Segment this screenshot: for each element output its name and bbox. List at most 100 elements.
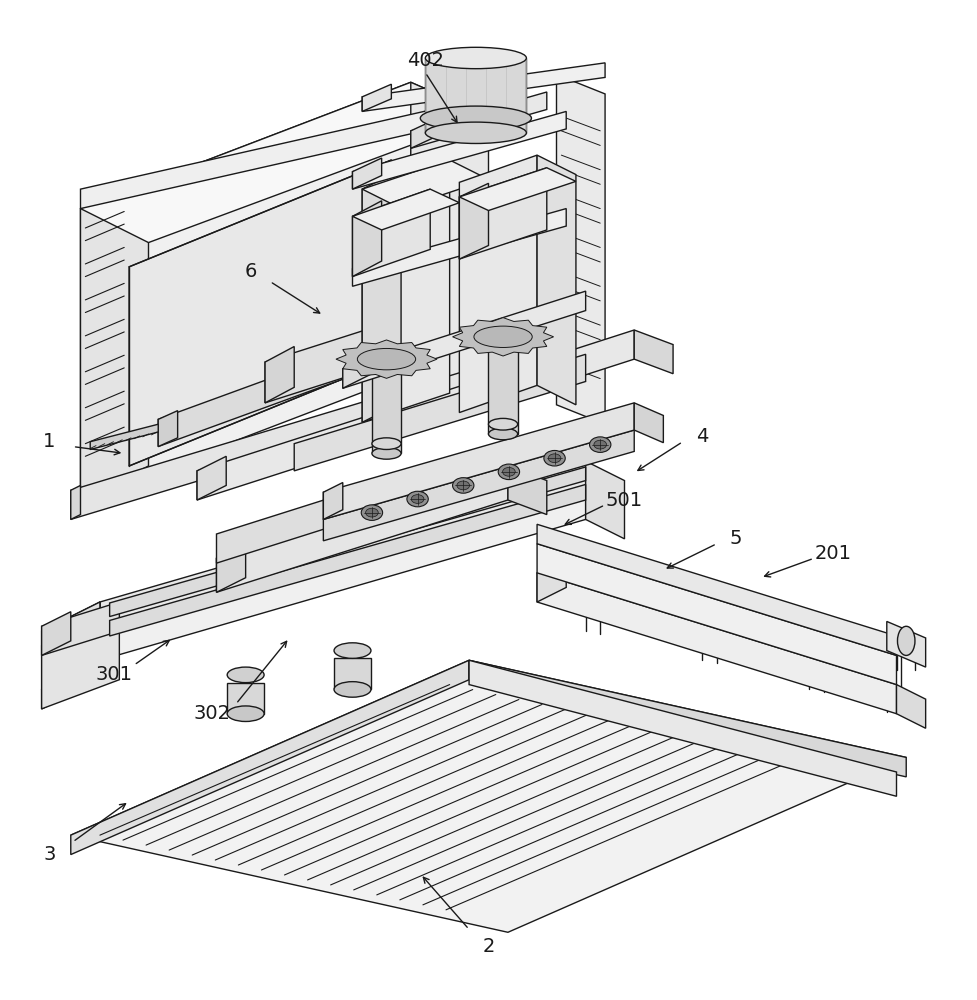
- Polygon shape: [362, 160, 488, 209]
- Polygon shape: [508, 466, 547, 515]
- Polygon shape: [585, 461, 624, 539]
- Polygon shape: [362, 63, 605, 111]
- Ellipse shape: [594, 440, 607, 449]
- Ellipse shape: [488, 418, 518, 430]
- Polygon shape: [452, 318, 554, 356]
- Polygon shape: [336, 340, 437, 378]
- Ellipse shape: [425, 122, 527, 143]
- Text: 3: 3: [43, 845, 56, 864]
- Polygon shape: [109, 467, 585, 617]
- Polygon shape: [323, 483, 343, 519]
- Ellipse shape: [544, 450, 566, 466]
- Ellipse shape: [589, 437, 611, 452]
- Polygon shape: [410, 92, 547, 148]
- Text: 6: 6: [244, 262, 257, 281]
- Polygon shape: [228, 683, 264, 714]
- Polygon shape: [100, 490, 585, 660]
- Polygon shape: [353, 111, 567, 189]
- Polygon shape: [343, 354, 372, 388]
- Polygon shape: [217, 466, 508, 592]
- Ellipse shape: [498, 464, 520, 480]
- Polygon shape: [42, 660, 100, 709]
- Polygon shape: [537, 544, 897, 685]
- Polygon shape: [42, 602, 119, 655]
- Polygon shape: [80, 82, 410, 500]
- Polygon shape: [197, 456, 227, 500]
- Ellipse shape: [425, 47, 527, 69]
- Polygon shape: [353, 158, 382, 189]
- Polygon shape: [158, 327, 410, 447]
- Polygon shape: [80, 82, 488, 243]
- Polygon shape: [634, 403, 663, 443]
- Ellipse shape: [361, 505, 383, 520]
- Polygon shape: [217, 442, 508, 563]
- Text: 4: 4: [696, 427, 708, 446]
- Polygon shape: [323, 403, 634, 519]
- Polygon shape: [265, 347, 294, 403]
- Polygon shape: [217, 544, 245, 592]
- Polygon shape: [80, 175, 149, 500]
- Polygon shape: [197, 330, 634, 500]
- Polygon shape: [109, 484, 585, 636]
- Text: 301: 301: [96, 665, 133, 684]
- Ellipse shape: [474, 326, 532, 347]
- Polygon shape: [537, 155, 575, 405]
- Ellipse shape: [420, 106, 531, 130]
- Ellipse shape: [365, 508, 378, 517]
- Ellipse shape: [548, 454, 561, 463]
- Polygon shape: [459, 155, 537, 413]
- Polygon shape: [372, 372, 402, 453]
- Polygon shape: [323, 430, 634, 541]
- Polygon shape: [469, 660, 907, 777]
- Text: 5: 5: [730, 529, 743, 548]
- Polygon shape: [459, 168, 547, 259]
- Text: 2: 2: [483, 937, 494, 956]
- Ellipse shape: [372, 438, 402, 449]
- Polygon shape: [537, 558, 567, 602]
- Ellipse shape: [411, 495, 424, 503]
- Polygon shape: [410, 117, 440, 148]
- Polygon shape: [897, 685, 925, 728]
- Polygon shape: [410, 315, 440, 370]
- Polygon shape: [90, 424, 158, 449]
- Polygon shape: [343, 291, 585, 388]
- Polygon shape: [70, 660, 469, 855]
- Ellipse shape: [457, 481, 470, 490]
- Text: 1: 1: [43, 432, 56, 451]
- Ellipse shape: [334, 643, 371, 658]
- Polygon shape: [459, 183, 488, 259]
- Polygon shape: [362, 170, 402, 422]
- Polygon shape: [557, 75, 605, 424]
- Ellipse shape: [488, 428, 518, 440]
- Polygon shape: [42, 602, 100, 689]
- Polygon shape: [425, 58, 527, 133]
- Polygon shape: [353, 189, 430, 277]
- Polygon shape: [158, 411, 178, 447]
- Polygon shape: [887, 621, 925, 667]
- Text: 402: 402: [406, 51, 444, 70]
- Polygon shape: [459, 168, 575, 211]
- Text: 302: 302: [193, 704, 231, 723]
- Polygon shape: [42, 660, 100, 709]
- Polygon shape: [42, 617, 119, 709]
- Polygon shape: [334, 658, 371, 689]
- Text: 201: 201: [815, 544, 852, 563]
- Polygon shape: [80, 97, 488, 209]
- Polygon shape: [353, 189, 459, 230]
- Ellipse shape: [358, 348, 415, 370]
- Polygon shape: [537, 524, 897, 655]
- Polygon shape: [129, 160, 392, 466]
- Text: 501: 501: [606, 490, 643, 510]
- Ellipse shape: [502, 467, 515, 476]
- Polygon shape: [265, 315, 410, 403]
- Ellipse shape: [898, 626, 915, 655]
- Ellipse shape: [406, 491, 428, 507]
- Polygon shape: [353, 209, 567, 286]
- Ellipse shape: [228, 667, 264, 683]
- Polygon shape: [100, 461, 585, 631]
- Ellipse shape: [452, 478, 474, 493]
- Polygon shape: [70, 602, 100, 675]
- Polygon shape: [469, 660, 897, 796]
- Polygon shape: [70, 660, 907, 932]
- Ellipse shape: [228, 706, 264, 721]
